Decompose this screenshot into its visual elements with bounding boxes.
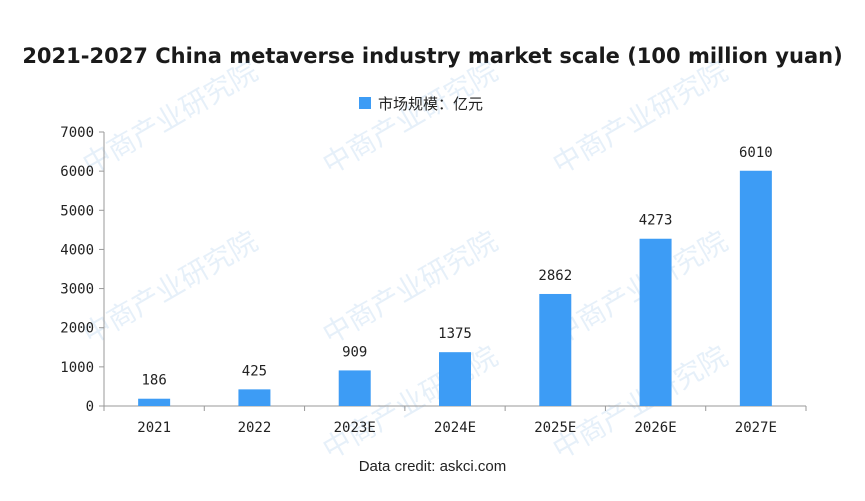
watermark-text: 中商产业研究院: [317, 54, 503, 181]
data-label-2024E: 1375: [438, 326, 472, 342]
bar-2024E: [439, 352, 471, 406]
y-tick-label: 0: [86, 399, 94, 415]
x-tick-label-2025E: 2025E: [534, 420, 576, 436]
bar-2021: [138, 398, 171, 406]
bar-2026E: [639, 238, 672, 406]
x-tick-label-2024E: 2024E: [434, 420, 476, 436]
data-label-2025E: 2862: [538, 268, 572, 284]
legend: 市场规模：亿元: [359, 95, 483, 113]
data-labels: 186 425 909 1375 2862 4273 6010: [141, 145, 772, 389]
y-tick-label: 6000: [60, 164, 94, 180]
y-tick-label: 2000: [60, 321, 94, 337]
x-tick-label-2023E: 2023E: [334, 420, 376, 436]
bar-2027E: [739, 170, 772, 406]
bar-2022: [238, 389, 271, 406]
data-label-2027E: 6010: [739, 145, 773, 161]
y-tick-label: 3000: [60, 282, 94, 298]
bar-2023E: [338, 370, 371, 406]
y-tick-label: 7000: [60, 125, 94, 141]
watermark-text: 中商产业研究院: [317, 224, 503, 351]
data-label-2022: 425: [242, 363, 267, 379]
watermark-text: 中商产业研究院: [547, 54, 733, 181]
x-tick-label-2021: 2021: [137, 420, 171, 436]
y-tick-label: 5000: [60, 203, 94, 219]
legend-label: 市场规模：亿元: [378, 95, 483, 113]
watermark-text: 中商产业研究院: [77, 224, 263, 351]
data-label-2023E: 909: [342, 344, 367, 360]
x-tick-label-2027E: 2027E: [735, 420, 777, 436]
chart-title: 2021-2027 China metaverse industry marke…: [22, 44, 843, 68]
x-tick-label-2026E: 2026E: [634, 420, 676, 436]
bar-2025E: [539, 293, 572, 406]
watermark-text: 中商产业研究院: [77, 54, 263, 181]
bars: [138, 170, 772, 406]
x-tick-label-2022: 2022: [238, 420, 272, 436]
y-tick-label: 1000: [60, 360, 94, 376]
y-tick-label: 4000: [60, 242, 94, 258]
data-credit: Data credit: askci.com: [358, 458, 507, 475]
data-label-2021: 186: [141, 373, 166, 389]
data-label-2026E: 4273: [639, 213, 673, 229]
legend-swatch: [359, 97, 371, 109]
